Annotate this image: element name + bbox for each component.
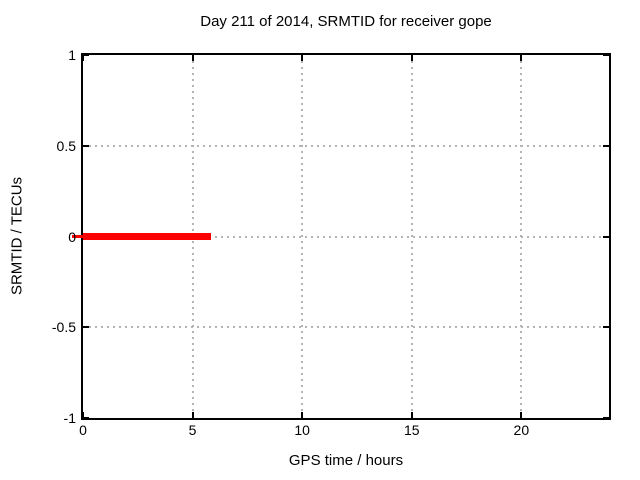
y-tick-right--1 <box>603 417 609 419</box>
gridline-y-0.5 <box>83 144 609 147</box>
x-tick-bottom-20 <box>520 412 523 418</box>
x-tick-top-5 <box>191 55 194 61</box>
y-tick-label--1: -1 <box>63 410 76 426</box>
y-tick-right-0.5 <box>603 144 609 147</box>
gridline-y-0 <box>83 235 609 238</box>
y-tick-right--0.5 <box>603 326 609 329</box>
x-axis-label: GPS time / hours <box>288 452 404 469</box>
data-series-srmtid-seg1 <box>83 233 211 240</box>
y-tick-label-0.5: 0.5 <box>56 137 76 154</box>
y-tick-left--0.5 <box>83 326 89 329</box>
x-tick-top-10 <box>301 55 304 61</box>
data-series-srmtid-seg0 <box>72 235 86 238</box>
x-tick-bottom-15 <box>410 412 413 418</box>
y-tick-left-1 <box>83 54 89 56</box>
y-tick-right-1 <box>603 54 609 56</box>
x-tick-bottom-0 <box>82 412 84 418</box>
x-tick-bottom-10 <box>301 412 304 418</box>
x-tick-label-0: 0 <box>79 422 87 438</box>
chart-title: Day 211 of 2014, SRMTID for receiver gop… <box>200 13 492 30</box>
gridline-y--0.5 <box>83 326 609 329</box>
x-tick-label-5: 5 <box>188 422 197 438</box>
y-tick-label-1: 1 <box>68 47 76 63</box>
plot-area <box>72 53 611 420</box>
y-tick-left--1 <box>83 417 89 419</box>
x-tick-label-20: 20 <box>513 422 530 438</box>
x-tick-top-15 <box>410 55 413 61</box>
x-tick-label-15: 15 <box>403 422 420 438</box>
y-tick-right-0 <box>603 235 609 238</box>
y-tick-left-0.5 <box>83 144 89 147</box>
x-tick-top-0 <box>82 55 84 61</box>
x-tick-top-20 <box>520 55 523 61</box>
x-tick-label-10: 10 <box>294 422 310 438</box>
y-tick-label--0.5: -0.5 <box>51 319 76 336</box>
y-tick-label-0: 0 <box>68 228 76 245</box>
x-tick-bottom-5 <box>191 412 194 418</box>
